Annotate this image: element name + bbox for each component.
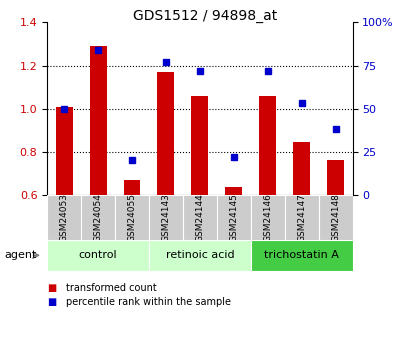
Text: transformed count: transformed count [65,283,156,293]
Text: GDS1512 / 94898_at: GDS1512 / 94898_at [133,9,276,23]
Bar [47,195,81,240]
Text: trichostatin A: trichostatin A [264,250,338,260]
Text: retinoic acid: retinoic acid [165,250,234,260]
Text: GSM24147: GSM24147 [297,193,306,242]
Bar [148,195,182,240]
Bar [81,195,115,240]
Bar [216,195,250,240]
Bar [191,96,208,195]
Bar [292,142,310,195]
Text: ■: ■ [47,297,56,307]
Text: GSM24143: GSM24143 [161,193,170,242]
Bar [284,195,318,240]
Bar [47,240,148,271]
Bar [250,240,352,271]
Text: ■: ■ [47,283,56,293]
Bar [157,72,174,195]
Bar [326,160,343,195]
Text: percentile rank within the sample: percentile rank within the sample [65,297,230,307]
Text: GSM24055: GSM24055 [127,193,136,242]
Text: GSM24053: GSM24053 [59,193,68,242]
Bar [56,107,72,195]
Bar [318,195,352,240]
Bar [182,195,216,240]
Bar [89,46,106,195]
Text: GSM24144: GSM24144 [195,193,204,242]
Text: GSM24145: GSM24145 [229,193,238,242]
Text: agent: agent [4,250,36,260]
Bar [250,195,284,240]
Bar [258,96,276,195]
Text: GSM24146: GSM24146 [263,193,272,242]
Text: control: control [79,250,117,260]
Text: GSM24054: GSM24054 [93,193,102,242]
Text: GSM24148: GSM24148 [330,193,339,242]
Bar [148,240,250,271]
Bar [123,180,140,195]
Bar [115,195,148,240]
Bar [225,187,242,195]
